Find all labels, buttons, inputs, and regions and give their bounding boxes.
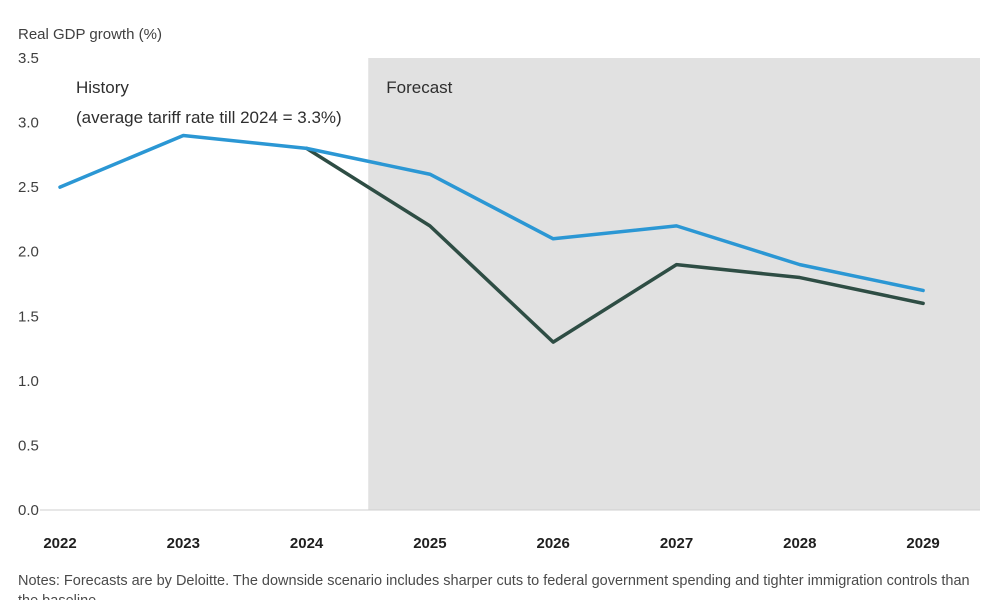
- chart-notes: Notes: Forecasts are by Deloitte. The do…: [18, 573, 970, 600]
- forecast-region: [368, 58, 980, 510]
- y-tick-label: 3.0: [18, 115, 39, 132]
- series-line: [58, 133, 925, 293]
- y-tick-label: 2.5: [18, 179, 39, 196]
- series-line: [304, 146, 925, 344]
- x-tick-label: 2029: [906, 535, 939, 552]
- x-tick-label: 2023: [167, 535, 200, 552]
- x-tick-label: 2025: [413, 535, 446, 552]
- y-tick-label: 0.0: [18, 502, 39, 519]
- x-tick-label: 2026: [537, 535, 570, 552]
- y-tick-label: 0.5: [18, 437, 39, 454]
- y-tick-label: 1.0: [18, 373, 39, 390]
- forecast-label: Forecast: [386, 78, 452, 97]
- x-tick-label: 2022: [43, 535, 76, 552]
- y-tick-label: 3.5: [18, 50, 39, 67]
- y-tick-label: 1.5: [18, 308, 39, 325]
- y-tick-label: 2.0: [18, 244, 39, 261]
- x-tick-label: 2028: [783, 535, 816, 552]
- y-axis-title: Real GDP growth (%): [18, 26, 162, 43]
- x-tick-label: 2024: [290, 535, 324, 552]
- x-tick-label: 2027: [660, 535, 693, 552]
- history-sublabel: (average tariff rate till 2024 = 3.3%): [76, 108, 342, 127]
- history-label: History: [76, 78, 129, 97]
